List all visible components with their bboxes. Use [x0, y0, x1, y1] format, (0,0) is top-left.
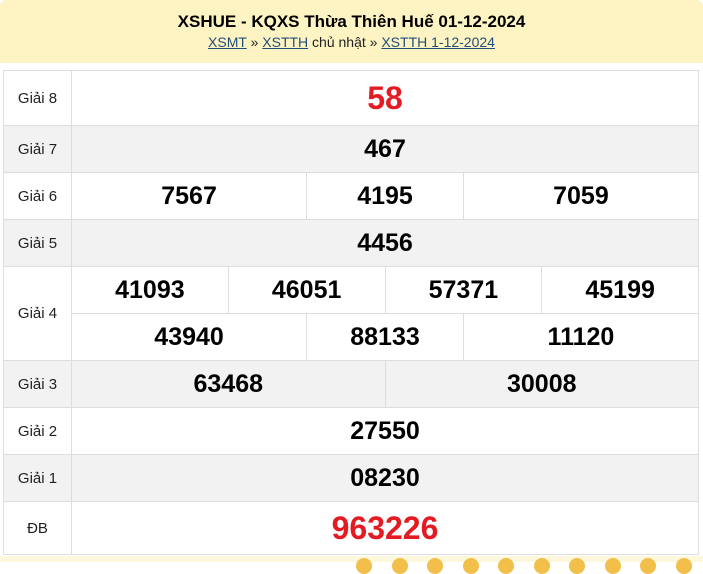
prize-label: Giải 6	[3, 172, 72, 220]
crumb-sep: »	[369, 34, 378, 50]
digit-ball-icon	[462, 558, 479, 574]
digit-ball-icon	[391, 558, 408, 574]
results-table: Giải 8 58 Giải 7 467 Giải 6 7567 4195 7059 Gi…	[3, 70, 700, 555]
prize-value: 467	[71, 125, 699, 173]
row-g3: Giải 3 63468 30008	[3, 360, 699, 408]
prize-label: Giải 5	[3, 219, 72, 267]
row-g4: Giải 4 41093 46051 57371 45199	[3, 266, 699, 361]
crumb-xsmt-link[interactable]: XSMT	[208, 34, 247, 50]
row-g1: Giải 1 08230	[3, 454, 699, 502]
prize-label: Giải 8	[3, 70, 72, 126]
prize-value: 58	[71, 70, 699, 126]
prize-value: 7059	[462, 172, 700, 220]
digit-ball-icon	[640, 558, 656, 574]
row-g4b: 43940 88133 11120	[4, 313, 700, 361]
row-db: ĐB 963226	[3, 501, 699, 555]
prize-label: Giải 7	[3, 125, 72, 173]
digit-ball-icon	[604, 558, 621, 574]
prize-label: ĐB	[3, 501, 72, 555]
prize-value: 63468	[71, 360, 386, 408]
page-title: XSHUE - KQXS Thừa Thiên Huế 01-12-2024	[177, 12, 526, 31]
prize-value: 4195	[306, 172, 464, 220]
digit-ball-icon	[675, 558, 692, 574]
prize-value: 30008	[384, 360, 699, 408]
row-g5: Giải 5 4456	[3, 219, 699, 267]
digit-ball-icon	[569, 558, 585, 574]
crumb-date-link[interactable]: XSTTH 1-12-2024	[381, 34, 495, 50]
result-header: XSHUE - KQXS Thừa Thiên Huế 01-12-2024 X…	[0, 0, 703, 63]
prize-label: Giải 3	[3, 360, 72, 408]
prize-label: Giải 1	[3, 454, 72, 502]
breadcrumb: XSMT » XSTTH chủ nhật » XSTTH 1-12-2024	[0, 34, 703, 50]
prize-value: 4456	[71, 219, 699, 267]
digit-ball-icon	[498, 558, 514, 574]
row-g8: Giải 8 58	[3, 70, 699, 126]
prize-value: 46051	[227, 266, 386, 314]
prize-value: 7567	[70, 172, 308, 220]
crumb-xstth-link[interactable]: XSTTH	[262, 34, 309, 50]
prize-value: 45199	[541, 266, 699, 314]
prize-value: 27550	[71, 407, 699, 455]
prize-value: 57371	[384, 266, 543, 314]
bottom-strip	[0, 556, 703, 562]
row-g2: Giải 2 27550	[3, 407, 699, 455]
prize-value: 963226	[71, 501, 699, 555]
prize-value: 88133	[306, 313, 464, 361]
prize-value: 43940	[70, 313, 308, 361]
prize-value: 11120	[462, 313, 700, 361]
row-g6: Giải 6 7567 4195 7059	[3, 172, 700, 220]
crumb-sep: »	[250, 34, 259, 50]
prize-label: Giải 2	[3, 407, 72, 455]
digit-ball-icon	[427, 558, 443, 574]
row-g7: Giải 7 467	[3, 125, 699, 173]
digit-ball-icon	[356, 558, 372, 574]
prize-label: Giải 4	[3, 266, 72, 361]
prize-value: 08230	[71, 454, 699, 502]
prize-value: 41093	[71, 266, 229, 314]
crumb-day: chủ nhật	[312, 34, 366, 50]
digit-ball-icon	[533, 558, 550, 574]
